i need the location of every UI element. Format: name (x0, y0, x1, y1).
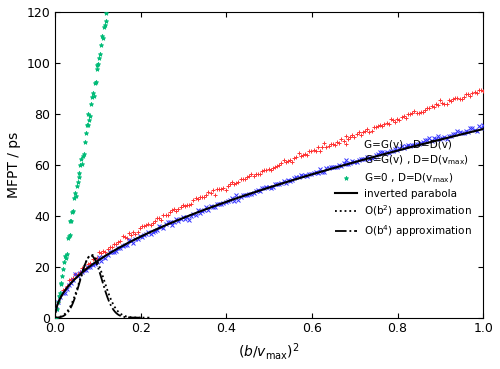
G=G(v) , D=D(v) (167, 210, 173, 214)
inverted parabola (226, 199, 232, 203)
G=G(v) , D=D(v) (444, 101, 450, 106)
O(b$^4$) approximation (52, 315, 58, 320)
G=0 , D=D(v$_\mathrm{max}$) (88, 102, 94, 106)
Line: G=0 , D=D(v$_\mathrm{max}$): G=0 , D=D(v$_\mathrm{max}$) (54, 11, 108, 321)
inverted parabola (96, 258, 102, 262)
inverted parabola (346, 162, 352, 166)
G=0 , D=D(v$_\mathrm{max}$) (88, 113, 94, 118)
G=G(v) , D=D(v) (70, 276, 76, 280)
G=0 , D=D(v$_\mathrm{max}$) (104, 11, 110, 15)
O(b$^2$) approximation (138, 315, 144, 320)
Legend: G=G(v) , D=D(v), G=G(v) , D=D(v$_\mathrm{max}$), G=0 , D=D(v$_\mathrm{max}$), in: G=G(v) , D=D(v), G=G(v) , D=D(v$_\mathrm… (332, 137, 474, 241)
G=0 , D=D(v$_\mathrm{max}$) (74, 179, 80, 184)
G=G(v) , D=D(v$_\mathrm{max}$) (167, 220, 173, 224)
Line: O(b$^2$) approximation: O(b$^2$) approximation (55, 255, 141, 318)
G=G(v) , D=D(v$_\mathrm{max}$) (480, 123, 486, 127)
inverted parabola (480, 127, 486, 131)
O(b$^2$) approximation (62, 311, 68, 315)
G=G(v) , D=D(v) (53, 306, 59, 310)
inverted parabola (386, 151, 392, 155)
O(b$^4$) approximation (90, 254, 96, 259)
G=0 , D=D(v$_\mathrm{max}$) (55, 300, 61, 304)
G=G(v) , D=D(v$_\mathrm{max}$) (132, 237, 138, 241)
G=G(v) , D=D(v) (79, 266, 85, 271)
G=G(v) , D=D(v) (480, 89, 486, 93)
G=G(v) , D=D(v$_\mathrm{max}$) (53, 307, 59, 311)
G=G(v) , D=D(v$_\mathrm{max}$) (70, 278, 76, 283)
O(b$^2$) approximation (114, 308, 120, 313)
O(b$^2$) approximation (88, 253, 94, 257)
O(b$^2$) approximation (86, 254, 92, 259)
O(b$^4$) approximation (112, 309, 117, 314)
Y-axis label: MFPT / ps: MFPT / ps (7, 132, 21, 198)
O(b$^4$) approximation (121, 315, 127, 319)
O(b$^4$) approximation (88, 254, 94, 258)
G=0 , D=D(v$_\mathrm{max}$) (56, 294, 62, 299)
O(b$^4$) approximation (146, 315, 152, 320)
G=G(v) , D=D(v) (458, 97, 464, 101)
G=G(v) , D=D(v) (132, 232, 138, 236)
G=G(v) , D=D(v$_\mathrm{max}$) (79, 269, 85, 274)
G=G(v) , D=D(v$_\mathrm{max}$) (444, 137, 450, 141)
G=0 , D=D(v$_\mathrm{max}$) (66, 233, 72, 237)
inverted parabola (241, 193, 247, 198)
inverted parabola (394, 149, 400, 153)
Line: G=G(v) , D=D(v$_\mathrm{max}$): G=G(v) , D=D(v$_\mathrm{max}$) (54, 123, 485, 311)
Line: inverted parabola: inverted parabola (56, 129, 483, 312)
G=0 , D=D(v$_\mathrm{max}$) (53, 317, 59, 321)
O(b$^4$) approximation (120, 314, 126, 319)
O(b$^4$) approximation (64, 311, 70, 316)
O(b$^2$) approximation (106, 293, 112, 298)
G=G(v) , D=D(v$_\mathrm{max}$) (458, 131, 464, 135)
X-axis label: $(b/v_\mathrm{max})^2$: $(b/v_\mathrm{max})^2$ (238, 341, 300, 362)
Line: O(b$^4$) approximation: O(b$^4$) approximation (55, 256, 150, 318)
Line: G=G(v) , D=D(v): G=G(v) , D=D(v) (54, 88, 485, 310)
inverted parabola (52, 310, 59, 314)
O(b$^2$) approximation (80, 267, 86, 272)
O(b$^2$) approximation (114, 309, 120, 313)
O(b$^4$) approximation (83, 260, 89, 264)
G=G(v) , D=D(v) (478, 87, 484, 92)
O(b$^2$) approximation (52, 315, 58, 320)
